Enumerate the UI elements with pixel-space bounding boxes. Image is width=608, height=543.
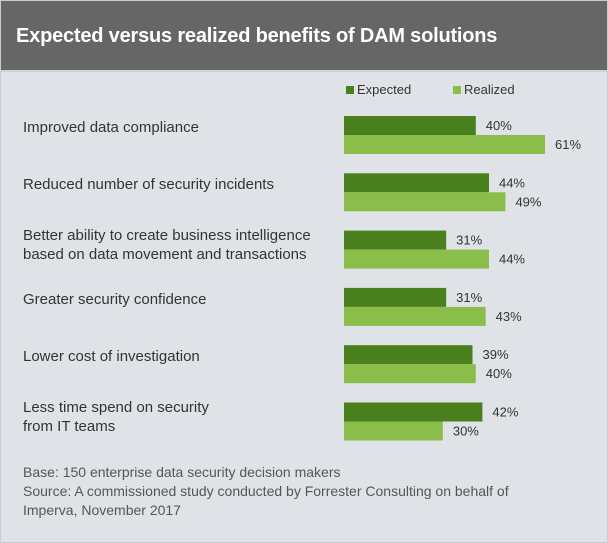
footer-base: Base: 150 enterprise data security decis… [23, 464, 341, 480]
bar-realized [344, 249, 489, 269]
data-label-realized: 30% [453, 424, 479, 439]
category-label: Improved data compliance [23, 118, 199, 137]
bar-realized [344, 364, 476, 384]
bar-realized [344, 192, 506, 212]
data-label-expected: 39% [483, 347, 509, 362]
bar-expected [344, 116, 476, 135]
data-label-expected: 44% [499, 175, 525, 190]
legend-swatch-expected [346, 85, 354, 94]
chart-header: Expected versus realized benefits of DAM… [1, 1, 607, 72]
category-label-line: based on data movement and transactions [23, 245, 307, 263]
category-label: Better ability to create business intell… [23, 226, 311, 264]
legend-label-expected: Expected [357, 82, 412, 97]
category-label: Lower cost of investigation [23, 347, 200, 366]
bar-expected [344, 402, 483, 422]
chart-title: Expected versus realized benefits of DAM… [16, 25, 498, 47]
bar-expected [344, 345, 473, 365]
data-label-realized: 61% [555, 137, 581, 152]
data-label-realized: 43% [496, 309, 522, 324]
legend-swatch-realized [453, 85, 461, 94]
data-label-expected: 40% [486, 118, 512, 133]
bar-realized [344, 306, 486, 326]
bar-realized [344, 421, 443, 441]
legend-label-realized: Realized [464, 82, 515, 97]
data-label-expected: 42% [492, 405, 518, 420]
category-label-line: Better ability to create business intell… [23, 226, 311, 244]
chart-footer: Base: 150 enterprise data security decis… [23, 463, 509, 520]
bar-expected [344, 230, 447, 250]
footer-source-line1: Source: A commissioned study conducted b… [23, 483, 509, 499]
category-label-line: from IT teams [23, 417, 116, 435]
bar-expected [344, 173, 489, 193]
category-label-line: Less time spend on security [23, 398, 209, 416]
data-label-expected: 31% [456, 233, 482, 248]
category-label: Reduced number of security incidents [23, 175, 274, 194]
legend-item-realized: Realized [453, 82, 515, 97]
data-label-realized: 40% [486, 366, 512, 381]
bar-realized [344, 135, 545, 154]
category-label-line: Reduced number of security incidents [23, 176, 274, 194]
footer-source-line2: Imperva, November 2017 [23, 502, 181, 518]
category-label-line: Greater security confidence [23, 290, 207, 308]
data-label-realized: 44% [499, 252, 525, 267]
legend-item-expected: Expected [346, 82, 411, 97]
data-label-expected: 31% [456, 290, 482, 305]
category-label-line: Lower cost of investigation [23, 348, 200, 366]
category-label: Less time spend on security from IT teams [23, 398, 209, 436]
category-label: Greater security confidence [23, 290, 206, 309]
category-label-line: Improved data compliance [23, 119, 199, 136]
bar-expected [344, 287, 447, 307]
data-label-realized: 49% [515, 194, 541, 209]
